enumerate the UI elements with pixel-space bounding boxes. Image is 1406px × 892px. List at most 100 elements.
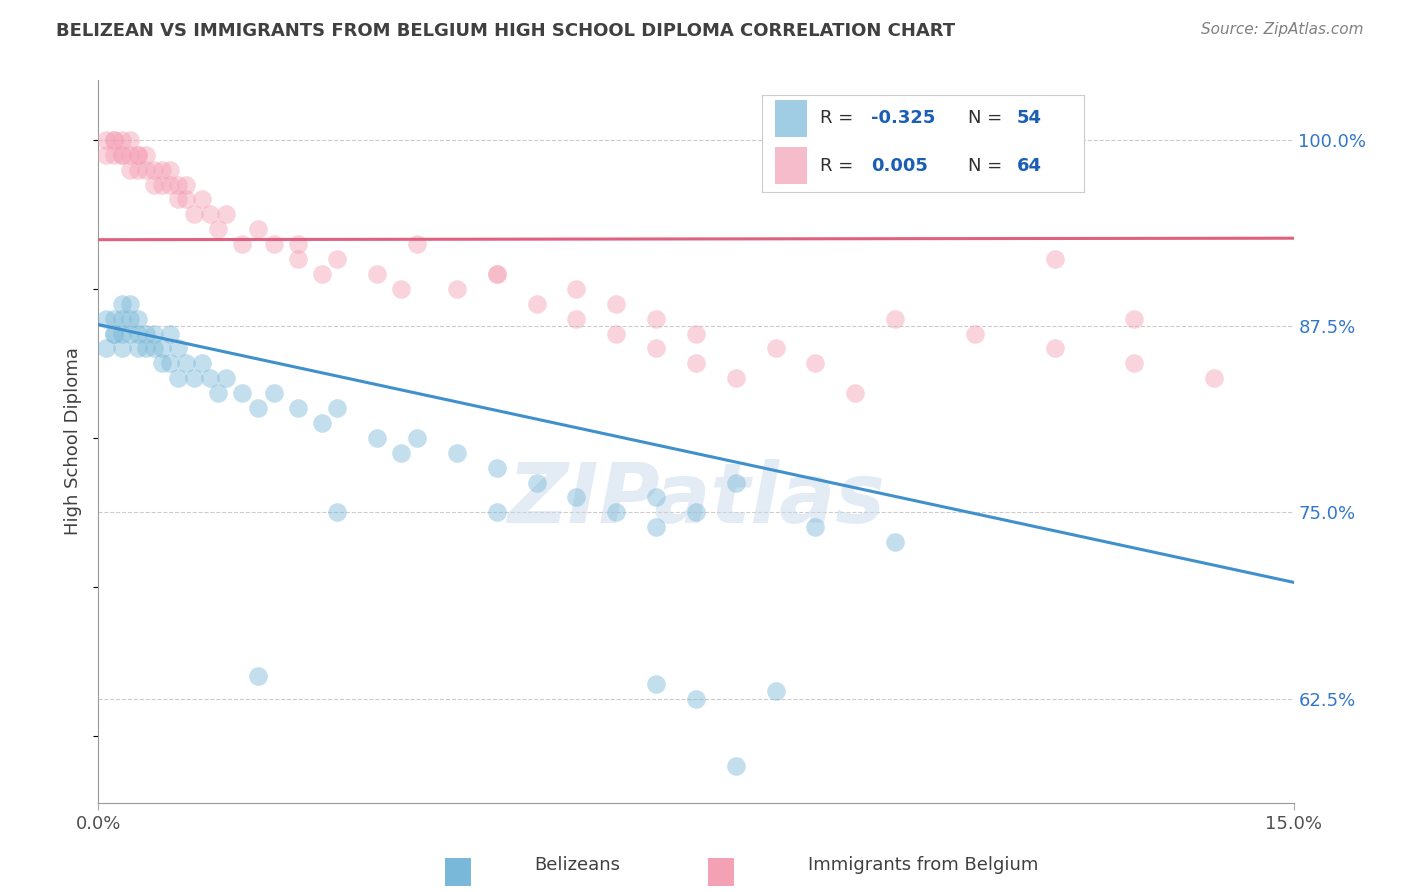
Point	[765, 342, 787, 356]
Point	[207, 386, 229, 401]
Point	[150, 356, 173, 370]
Point	[326, 252, 349, 266]
Point	[167, 193, 190, 207]
Point	[167, 371, 190, 385]
Point	[765, 684, 787, 698]
Point	[103, 326, 125, 341]
Point	[565, 311, 588, 326]
Point	[159, 326, 181, 341]
Point	[111, 326, 134, 341]
Point	[96, 311, 118, 326]
Point	[120, 297, 142, 311]
Point	[485, 505, 508, 519]
Point	[183, 207, 205, 221]
Point	[127, 162, 149, 177]
Text: BELIZEAN VS IMMIGRANTS FROM BELGIUM HIGH SCHOOL DIPLOMA CORRELATION CHART: BELIZEAN VS IMMIGRANTS FROM BELGIUM HIGH…	[56, 22, 955, 40]
Point	[645, 491, 668, 505]
Point	[174, 178, 197, 192]
Point	[287, 252, 309, 266]
Point	[246, 401, 269, 415]
Point	[287, 237, 309, 252]
Point	[120, 148, 142, 162]
Text: Belizeans: Belizeans	[534, 856, 620, 874]
Point	[389, 446, 412, 460]
Point	[565, 282, 588, 296]
Y-axis label: High School Diploma: High School Diploma	[65, 348, 83, 535]
Point	[103, 133, 125, 147]
Point	[127, 148, 149, 162]
Point	[389, 282, 412, 296]
Point	[724, 371, 747, 385]
Point	[685, 691, 707, 706]
Point	[485, 267, 508, 281]
Point	[103, 148, 125, 162]
Point	[1043, 342, 1066, 356]
Point	[96, 148, 118, 162]
Point	[159, 162, 181, 177]
Point	[174, 193, 197, 207]
Point	[605, 505, 627, 519]
Point	[1202, 371, 1225, 385]
Point	[1123, 356, 1146, 370]
Point	[215, 207, 238, 221]
Point	[446, 282, 468, 296]
Point	[135, 342, 157, 356]
Point	[231, 237, 253, 252]
Point	[645, 676, 668, 690]
Point	[724, 758, 747, 772]
Point	[111, 148, 134, 162]
Point	[174, 356, 197, 370]
Point	[1043, 252, 1066, 266]
Point	[526, 297, 548, 311]
Point	[96, 133, 118, 147]
Point	[120, 133, 142, 147]
Point	[685, 505, 707, 519]
Point	[605, 297, 627, 311]
Point	[103, 133, 125, 147]
Point	[326, 505, 349, 519]
Point	[111, 342, 134, 356]
Point	[605, 326, 627, 341]
Point	[191, 356, 214, 370]
Point	[167, 342, 190, 356]
Point	[150, 162, 173, 177]
Point	[963, 326, 986, 341]
Point	[120, 162, 142, 177]
Point	[366, 431, 388, 445]
Point	[311, 416, 333, 430]
Point	[645, 311, 668, 326]
Point	[127, 342, 149, 356]
Point	[685, 356, 707, 370]
Point	[143, 178, 166, 192]
Point	[287, 401, 309, 415]
Point	[127, 311, 149, 326]
Point	[198, 371, 221, 385]
Point	[724, 475, 747, 490]
Point	[406, 431, 429, 445]
Point	[565, 491, 588, 505]
Point	[263, 386, 285, 401]
Point	[884, 311, 907, 326]
Point	[159, 178, 181, 192]
Point	[246, 222, 269, 236]
Text: Source: ZipAtlas.com: Source: ZipAtlas.com	[1201, 22, 1364, 37]
Point	[127, 326, 149, 341]
Point	[103, 326, 125, 341]
Point	[111, 311, 134, 326]
Point	[135, 148, 157, 162]
Point	[143, 326, 166, 341]
Point	[120, 311, 142, 326]
Point	[198, 207, 221, 221]
Point	[645, 342, 668, 356]
Point	[246, 669, 269, 683]
Point	[485, 267, 508, 281]
Point	[1123, 311, 1146, 326]
Point	[406, 237, 429, 252]
Point	[804, 520, 827, 534]
Point	[103, 311, 125, 326]
Point	[366, 267, 388, 281]
Point	[127, 148, 149, 162]
Text: ZIPatlas: ZIPatlas	[508, 458, 884, 540]
Point	[143, 162, 166, 177]
Text: Immigrants from Belgium: Immigrants from Belgium	[808, 856, 1039, 874]
